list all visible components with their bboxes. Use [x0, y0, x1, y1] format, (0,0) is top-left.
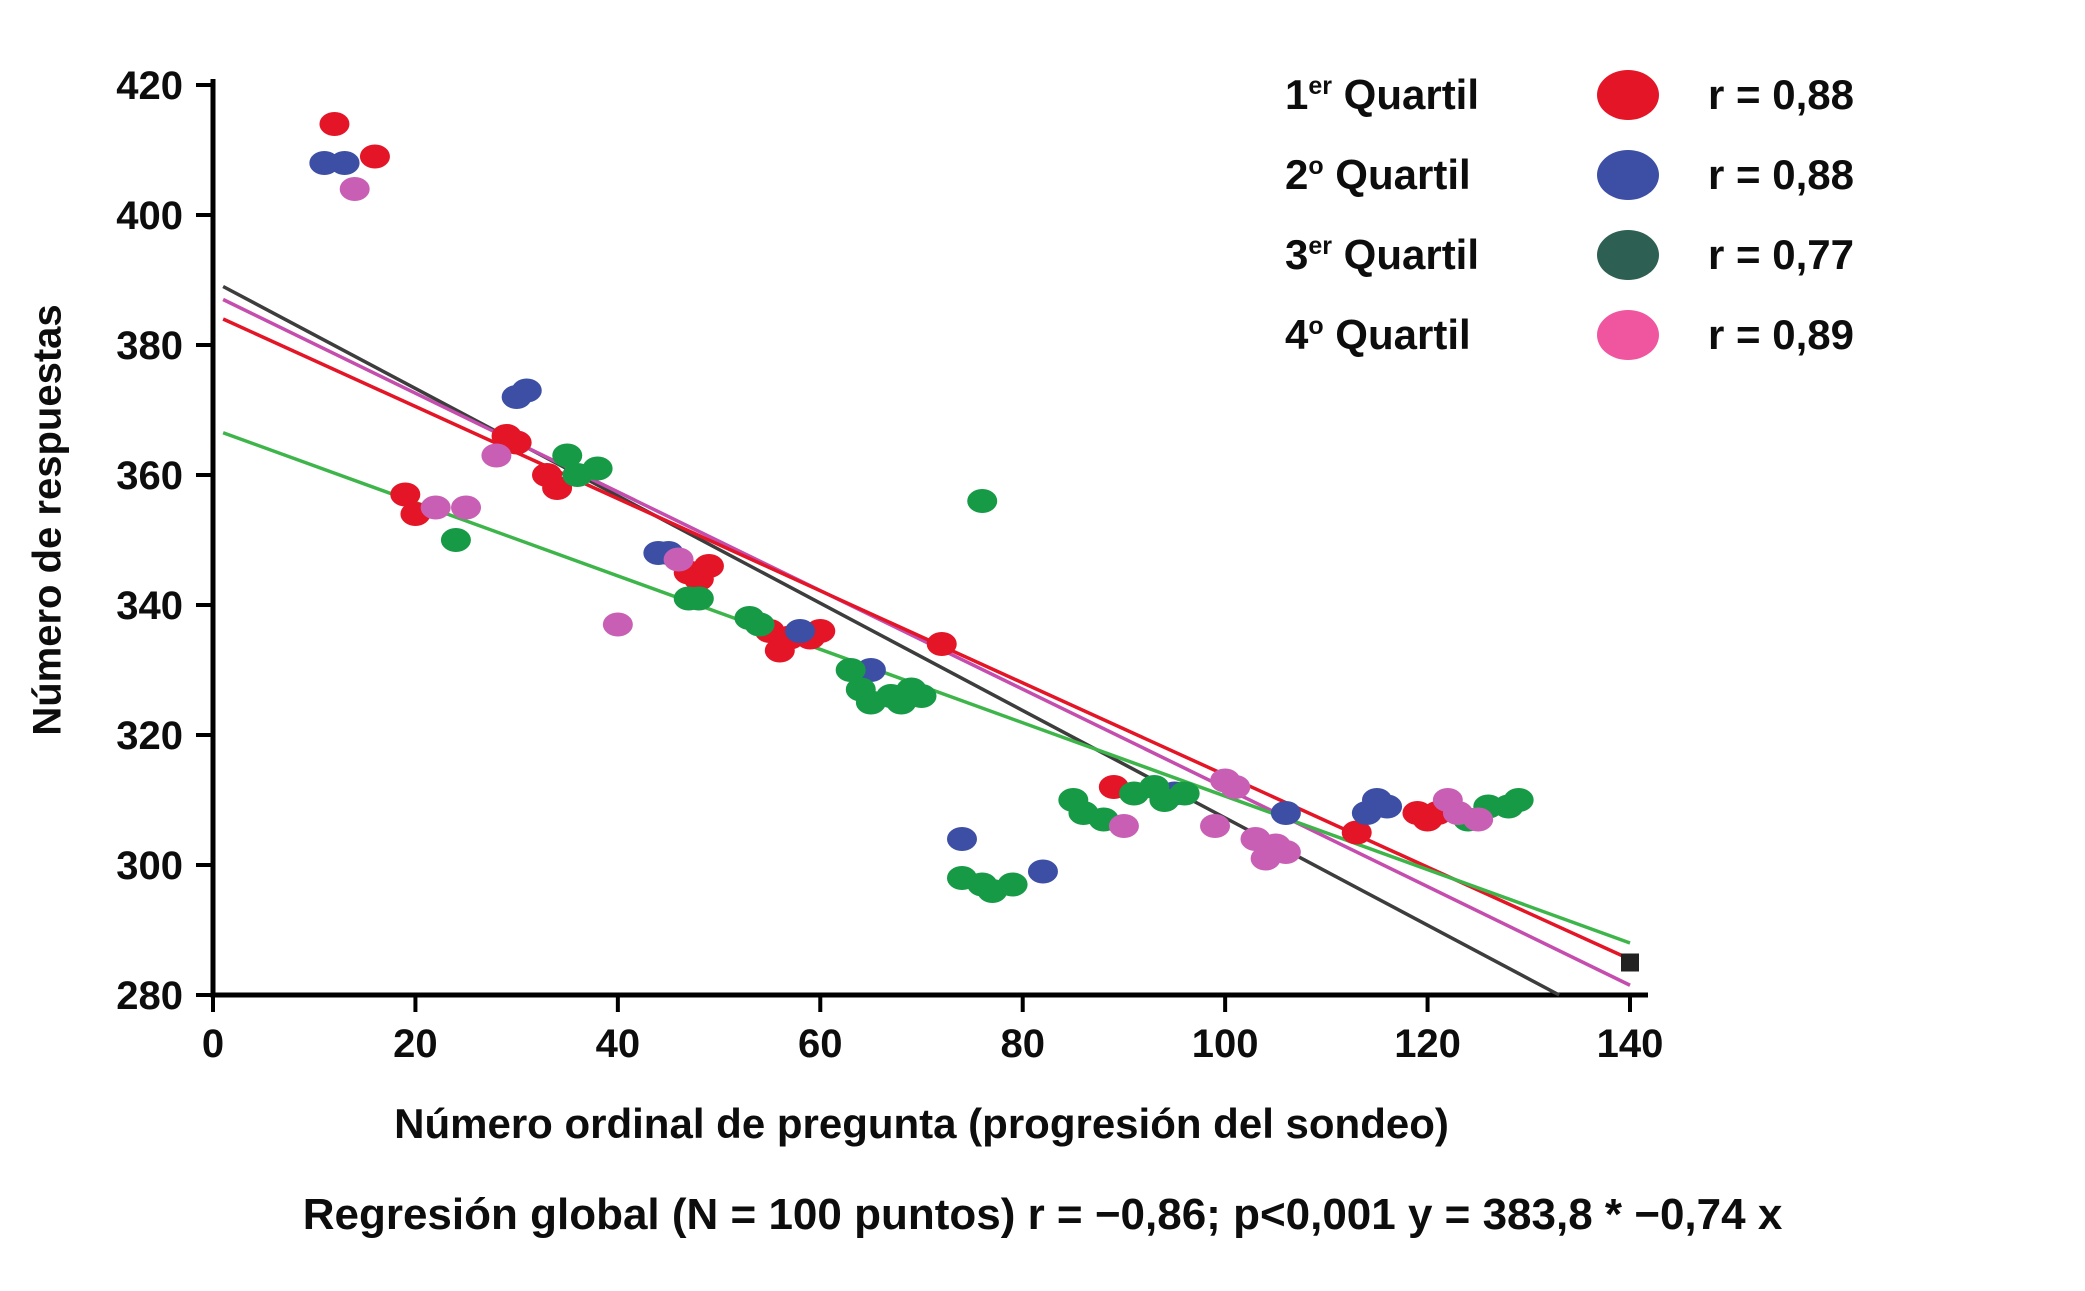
data-point — [552, 443, 583, 468]
legend-label: 1er Quartil — [1285, 71, 1480, 118]
data-point — [602, 612, 633, 637]
legend-label: 3er Quartil — [1285, 231, 1480, 278]
y-tick-label: 380 — [116, 324, 183, 368]
data-point — [359, 144, 390, 169]
data-point — [1270, 801, 1301, 825]
legend-color-swatch — [1596, 70, 1659, 120]
legend-color-swatch — [1596, 230, 1659, 280]
legend-item: 3er Quartil r = 0,77 — [1285, 215, 1854, 295]
legend: 1er Quartil r = 0,88 2o Quartil r = 0,88 3er… — [1285, 55, 1854, 375]
legend-label: 4o Quartil — [1285, 311, 1471, 358]
regression-line-magenta — [222, 297, 1631, 987]
data-point — [511, 378, 542, 403]
legend-item: 1er Quartil r = 0,88 — [1285, 55, 1854, 135]
data-point — [1027, 859, 1058, 884]
x-tick-label: 0 — [202, 1022, 224, 1066]
series-quartil-1 — [319, 112, 1453, 845]
data-point — [1503, 788, 1534, 812]
scatter-plot-canvas: 280 300 320 340 360 380 400 420 0 20 40 60 80 100 120 1… — [116, 64, 1664, 1066]
y-tick-label: 280 — [116, 974, 183, 1018]
legend-item: 2o Quartil r = 0,88 — [1285, 135, 1854, 215]
legend-color-swatch — [1596, 150, 1659, 200]
x-tick-label: 20 — [393, 1022, 438, 1066]
y-tick-label: 320 — [116, 714, 183, 758]
data-point — [1372, 794, 1403, 819]
data-point — [967, 489, 998, 513]
x-tick-label: 80 — [1000, 1022, 1045, 1066]
data-point — [339, 177, 370, 201]
data-point — [329, 151, 360, 175]
data-point — [481, 443, 512, 468]
data-point — [683, 586, 714, 611]
data-point — [1341, 820, 1372, 845]
data-point — [501, 430, 532, 455]
x-axis-title: Número ordinal de pregunta (progresión d… — [394, 1100, 1449, 1147]
data-point — [319, 112, 350, 136]
legend-r-value: r = 0,88 — [1708, 151, 1854, 198]
y-tick-label: 400 — [116, 194, 183, 238]
data-point — [1200, 814, 1231, 838]
data-point — [1270, 840, 1301, 864]
legend-item: 4o Quartil r = 0,89 — [1285, 295, 1854, 375]
x-tick-label: 100 — [1192, 1022, 1259, 1066]
legend-r-value: r = 0,88 — [1708, 71, 1854, 118]
data-point — [926, 632, 957, 656]
y-tick-label: 360 — [116, 454, 183, 498]
legend-label: 2o Quartil — [1285, 151, 1471, 198]
y-tick-label: 300 — [116, 844, 183, 888]
x-tick-label: 140 — [1597, 1022, 1664, 1066]
data-point — [582, 456, 613, 481]
data-point — [1108, 814, 1139, 838]
data-point — [946, 827, 977, 851]
x-tick-label: 120 — [1394, 1022, 1461, 1066]
y-tick-label: 340 — [116, 584, 183, 628]
x-tick-label: 40 — [596, 1022, 641, 1066]
data-point — [835, 658, 866, 682]
legend-r-value: r = 0,77 — [1708, 231, 1854, 278]
data-point — [542, 476, 573, 500]
data-point — [1169, 781, 1200, 806]
data-point — [785, 619, 816, 643]
data-point — [420, 495, 451, 520]
regression-line-red — [222, 317, 1631, 961]
x-tick-label: 60 — [798, 1022, 843, 1066]
regression-line-global-dark — [222, 284, 1560, 997]
data-point — [997, 872, 1028, 897]
data-point — [663, 547, 694, 572]
legend-color-swatch — [1596, 310, 1659, 360]
y-tick-label: 420 — [116, 64, 183, 108]
global-regression-caption: Regresión global (N = 100 puntos) r = −0… — [302, 1190, 1783, 1239]
series-quartil-3 — [440, 443, 1534, 903]
data-point — [440, 528, 471, 552]
data-point — [744, 612, 775, 637]
data-point — [451, 495, 482, 520]
legend-r-value: r = 0,89 — [1708, 311, 1854, 358]
end-marker — [1621, 953, 1639, 972]
data-point — [1220, 775, 1251, 799]
data-point — [390, 482, 421, 507]
data-point — [906, 684, 937, 708]
data-point — [693, 554, 724, 578]
series-quartil-4 — [339, 177, 1494, 871]
data-point — [1463, 807, 1494, 832]
